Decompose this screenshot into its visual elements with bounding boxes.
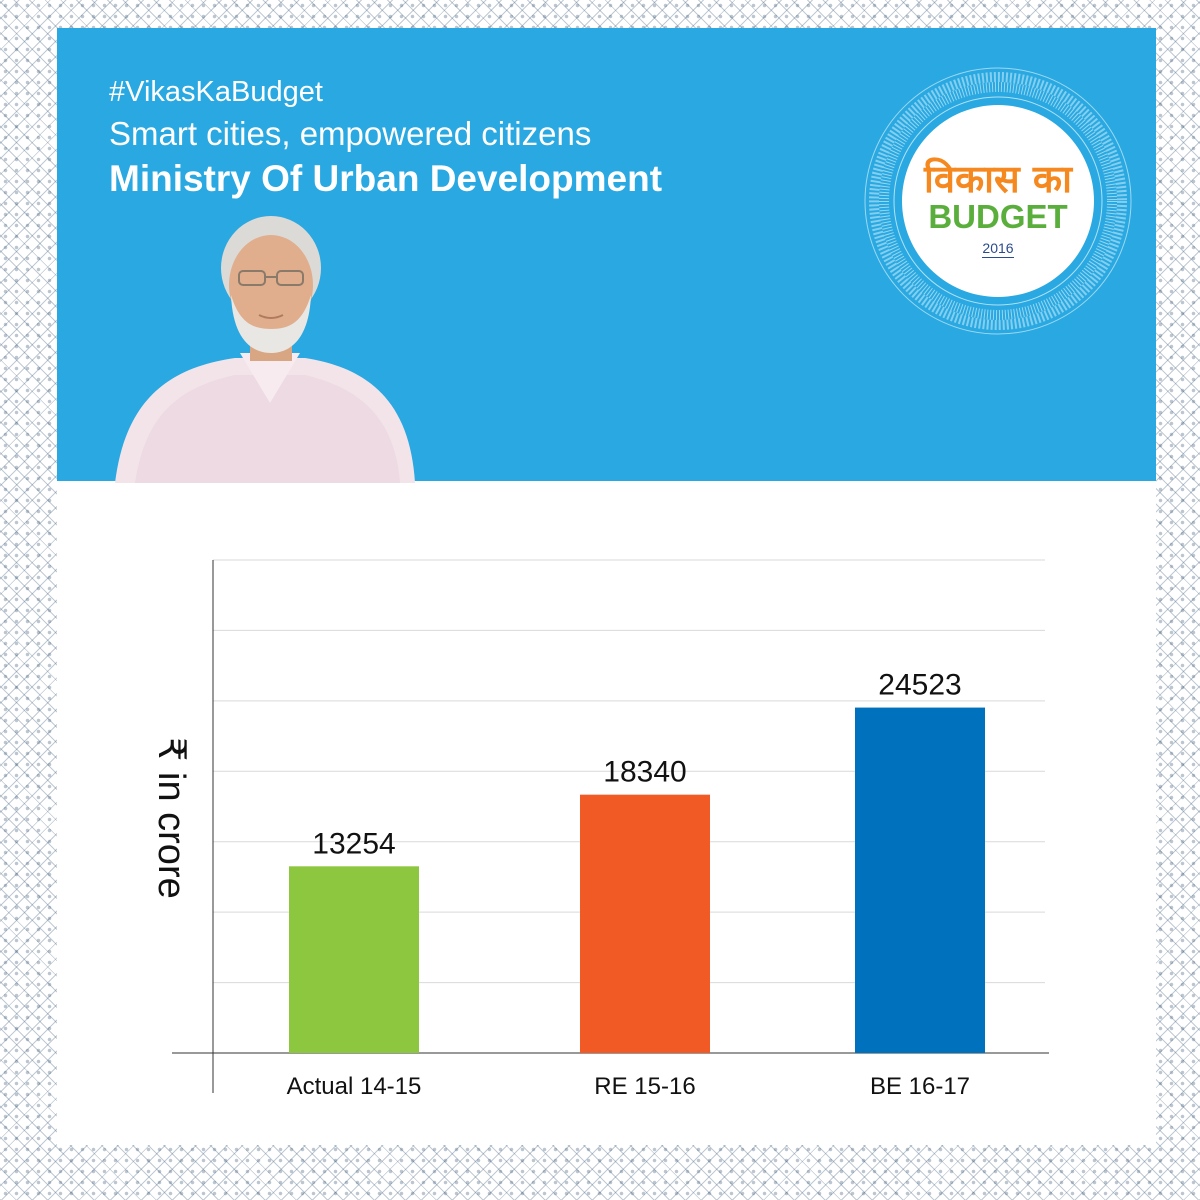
vikas-ka-budget-emblem: विकास का BUDGET 2016 bbox=[863, 66, 1133, 340]
emblem-budget-text: BUDGET bbox=[928, 198, 1068, 235]
infographic-card: #VikasKaBudget Smart cities, empowered c… bbox=[57, 28, 1156, 1145]
emblem-hindi-text: विकास का bbox=[924, 157, 1072, 201]
ministry-title: Ministry Of Urban Development bbox=[109, 158, 663, 199]
bar bbox=[289, 866, 419, 1053]
data-label: 13254 bbox=[312, 827, 395, 860]
hashtag: #VikasKaBudget bbox=[109, 76, 323, 108]
subtitle: Smart cities, empowered citizens bbox=[109, 115, 592, 152]
x-tick-label: RE 15-16 bbox=[594, 1073, 695, 1100]
data-label: 18340 bbox=[603, 756, 686, 789]
y-axis-label: ₹ in crore bbox=[150, 737, 192, 898]
bar bbox=[580, 794, 710, 1053]
emblem-year: 2016 bbox=[982, 240, 1014, 258]
portrait-image bbox=[115, 216, 415, 483]
x-tick-label: Actual 14-15 bbox=[287, 1073, 422, 1100]
budget-bar-chart: 13254 Actual 14-15 18340 RE 15-16 24523 BE 16… bbox=[150, 559, 1049, 1100]
x-tick-label: BE 16-17 bbox=[870, 1073, 970, 1100]
bars: 13254 Actual 14-15 18340 RE 15-16 24523 BE 16… bbox=[287, 669, 985, 1100]
header-banner: #VikasKaBudget Smart cities, empowered c… bbox=[57, 28, 1156, 483]
bar bbox=[855, 707, 985, 1053]
emblem-rosette bbox=[864, 67, 1132, 335]
data-label: 24523 bbox=[878, 669, 961, 702]
